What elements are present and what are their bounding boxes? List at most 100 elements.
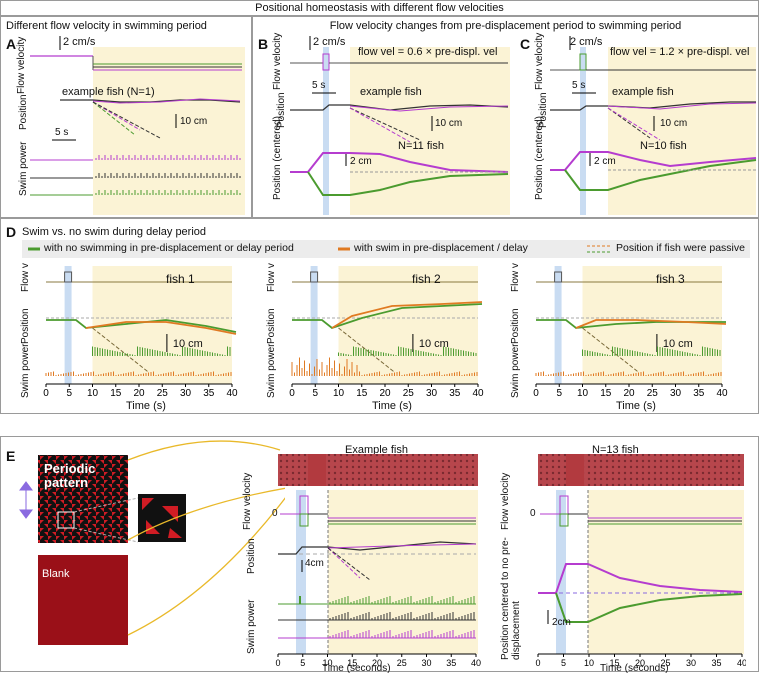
panel-d-xlabel: Time (s) — [126, 400, 166, 412]
x-tick-label: 40 — [737, 658, 746, 668]
x-tick-label: 30 — [180, 388, 192, 399]
panel-d-letter: D — [6, 224, 17, 240]
panel-d-scale-pos: 10 cm — [418, 338, 449, 350]
x-tick-label: 15 — [600, 388, 612, 399]
x-tick-label: 30 — [670, 388, 682, 399]
panel-c-plot — [550, 36, 757, 215]
x-tick-label: 25 — [647, 388, 659, 399]
panel-d-fish-label: fish 2 — [412, 272, 441, 286]
panel-e-xlabel-right: Time (seconds) — [600, 663, 669, 674]
panel-b-ylabel-cent: Position (centered) — [272, 116, 283, 200]
panel-e-group-plot: 0 5 10 15 20 25 30 35 40 — [535, 454, 746, 668]
panel-a-letter: A — [6, 36, 17, 52]
panel-d-ylabel: Swim power — [510, 343, 521, 398]
x-tick-label: 10 — [322, 658, 332, 668]
panel-d-xlabel: Time (s) — [616, 400, 656, 412]
x-tick-label: 30 — [421, 658, 431, 668]
panel-b-scale-vel: 2 cm/s — [313, 36, 346, 48]
panel-d-ylabel: Position — [510, 308, 521, 344]
panel-a-box — [0, 16, 252, 218]
x-tick-label: 35 — [203, 388, 215, 399]
panel-b-scale-time: 5 s — [312, 80, 326, 91]
x-tick-label: 40 — [716, 388, 728, 399]
x-tick-label: 40 — [226, 388, 238, 399]
panel-e-zero-left: 0 — [272, 508, 278, 519]
panel-d-ylabel: Swim power — [266, 343, 277, 398]
panel-c-letter: C — [520, 36, 531, 52]
x-tick-label: 15 — [609, 658, 619, 668]
panel-d-ylabel: Position — [266, 308, 277, 344]
panel-d-plot-3: 0 5 10 15 20 25 30 35 40 — [533, 266, 728, 399]
x-tick-label: 5 — [66, 388, 72, 399]
x-tick-label: 0 — [535, 658, 540, 668]
panel-d-ylabel: Flow v — [266, 263, 277, 292]
panel-a-heading: Different flow velocity in swimming peri… — [6, 20, 207, 32]
panel-d-xlabel: Time (s) — [372, 400, 412, 412]
panel-c-flow-eq: flow vel = 1.2 × pre-displ. vel — [610, 46, 750, 58]
panel-d-fish-label: fish 1 — [166, 272, 195, 286]
panel-a-scale-time: 5 s — [55, 127, 69, 138]
x-tick-label: 25 — [660, 658, 670, 668]
x-tick-label: 0 — [533, 388, 539, 399]
panel-bc-heading: Flow velocity changes from pre-displacem… — [329, 20, 682, 32]
panel-e-scale-cent: 2cm — [552, 617, 571, 628]
panel-e-example-plot: 0 5 10 15 20 25 30 35 40 — [275, 454, 481, 668]
panel-b-scale-pos: 10 cm — [435, 118, 463, 129]
panel-b-example: example fish — [360, 86, 422, 98]
x-tick-label: 10 — [577, 388, 589, 399]
panel-e-group-title: N=13 fish — [592, 444, 639, 456]
panel-e-stimuli — [19, 440, 285, 645]
panel-e-left-ylabel-pos: Position — [246, 538, 257, 574]
x-tick-label: 40 — [472, 388, 484, 399]
x-tick-label: 20 — [635, 658, 645, 668]
panel-d-scale-pos: 10 cm — [662, 338, 693, 350]
panel-e-zero-right: 0 — [530, 508, 536, 519]
panel-b-ylabel-flow: Flow velocity — [272, 32, 283, 90]
panel-d-ylabel: Position — [20, 308, 31, 344]
panel-a-example: example fish (N=1) — [62, 86, 155, 98]
x-tick-label: 15 — [347, 658, 357, 668]
panel-e-example-title: Example fish — [345, 444, 408, 456]
panel-e-letter: E — [6, 448, 16, 464]
x-tick-label: 10 — [333, 388, 345, 399]
panel-c-scale-time: 5 s — [572, 80, 586, 91]
x-tick-label: 20 — [623, 388, 635, 399]
panel-d-legend-passive: Position if fish were passive — [616, 242, 745, 254]
panel-b-scale-cent: 2 cm — [350, 156, 372, 167]
x-tick-label: 35 — [711, 658, 721, 668]
panel-e-left-ylabel-flow: Flow velocity — [242, 472, 253, 530]
x-tick-label: 20 — [379, 388, 391, 399]
panel-d-scale-pos: 10 cm — [172, 338, 203, 350]
x-tick-label: 5 — [556, 388, 562, 399]
x-tick-label: 10 — [584, 658, 594, 668]
panel-d-ylabel: Swim power — [20, 343, 31, 398]
x-tick-label: 25 — [403, 388, 415, 399]
x-tick-label: 0 — [43, 388, 49, 399]
figure-title: Positional homeostasis with different fl… — [255, 2, 504, 14]
panel-d-fish-label: fish 3 — [656, 272, 685, 286]
panel-c-scale-pos: 10 cm — [660, 118, 688, 129]
panel-e-right-ylabel-flow: Flow velocity — [500, 472, 511, 530]
panel-c-ylabel-cent: Position (centered) — [534, 116, 545, 200]
panel-c-scale-vel: 2 cm/s — [570, 36, 603, 48]
panel-c-n: N=10 fish — [640, 140, 687, 152]
panel-a-scale-vel: 2 cm/s — [63, 36, 96, 48]
panel-c-example: example fish — [612, 86, 674, 98]
x-tick-label: 5 — [300, 658, 305, 668]
panel-a-plot — [30, 36, 245, 215]
panel-d-plot-1: 0 5 10 15 20 25 30 35 40 — [43, 266, 238, 399]
panel-b-letter: B — [258, 36, 269, 52]
panel-e-pattern-label: Periodic pattern — [44, 461, 96, 490]
panel-e-xlabel-left: Time (seconds) — [322, 663, 391, 674]
panel-e-right-ylabel-cent: Position centered to no pre-displacement — [500, 537, 522, 660]
x-tick-label: 40 — [471, 658, 481, 668]
panel-d-ylabel: Flow v — [20, 263, 31, 292]
panel-a-ylabel-flow: Flow velocity — [16, 36, 27, 94]
panel-b-plot — [290, 36, 510, 215]
panel-a-ylabel-pos: Position — [18, 94, 29, 130]
panel-c-ylabel-flow: Flow velocity — [534, 32, 545, 90]
panel-d-ylabel: Flow v — [510, 263, 521, 292]
panel-e-left-ylabel-swim: Swim power — [246, 599, 257, 654]
panel-d-legend-swatches — [28, 245, 612, 253]
panel-d-heading: Swim vs. no swim during delay period — [22, 226, 207, 238]
